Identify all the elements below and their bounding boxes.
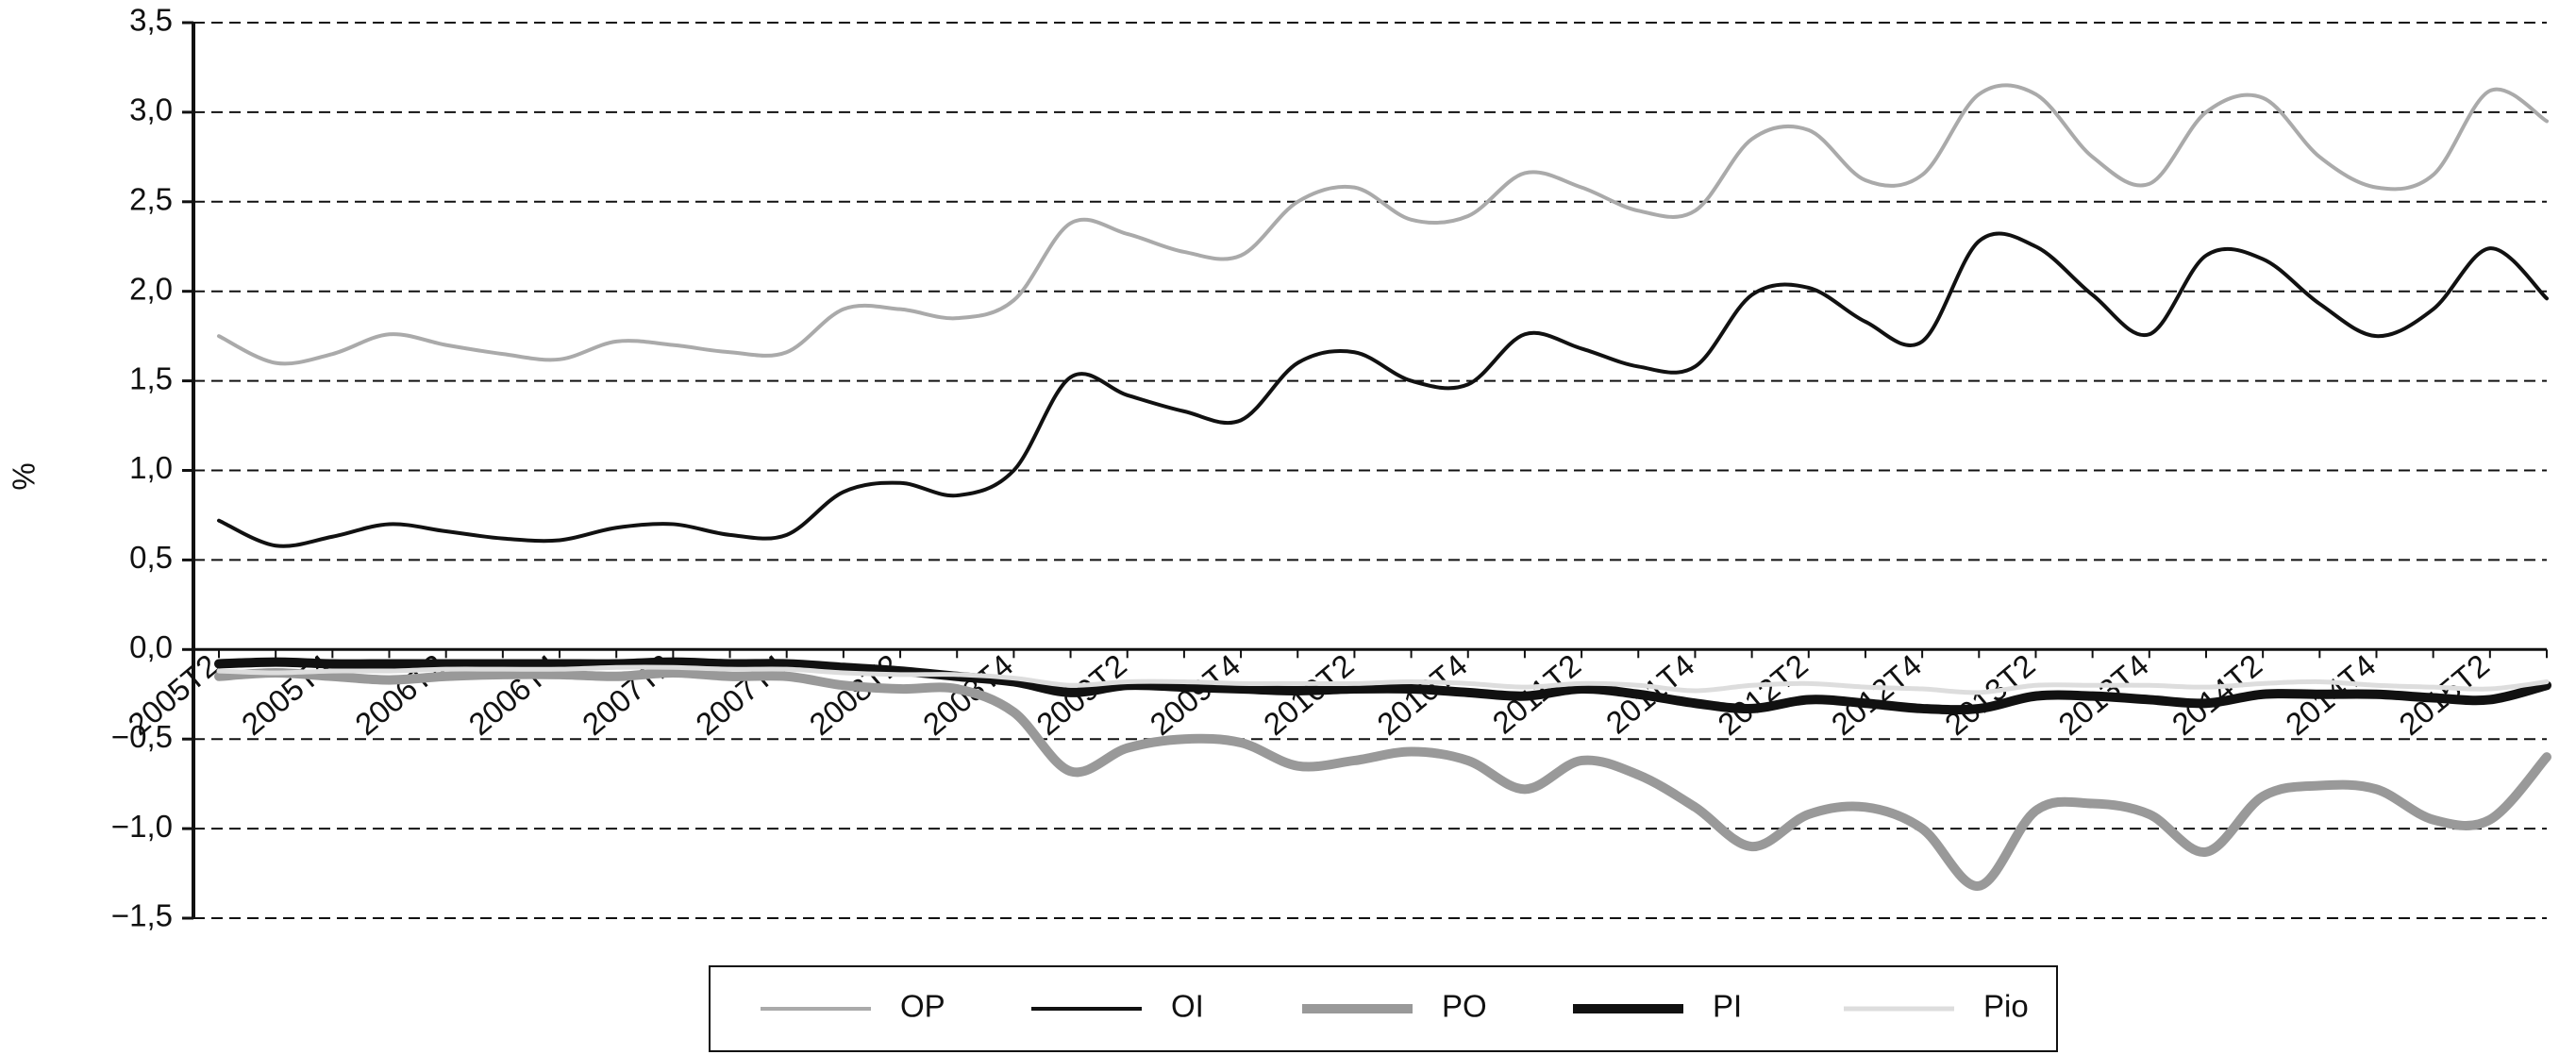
series-line (214, 657, 2551, 715)
x-tick-label: 2009T4 (1144, 647, 1247, 742)
y-tick-label: 3,5 (129, 3, 173, 38)
legend-label: PO (1442, 989, 1487, 1024)
y-tick-label: −0,5 (111, 719, 173, 754)
legend-label: OI (1171, 989, 1204, 1024)
y-tick-label: 2,5 (129, 182, 173, 217)
y-tick-label: 0,0 (129, 629, 173, 664)
y-tick-label: 2,0 (129, 271, 173, 306)
x-tick-label: 2012T2 (1711, 647, 1815, 742)
series-line (216, 664, 2550, 695)
series-line (217, 83, 2549, 366)
y-tick-label: 1,5 (129, 360, 173, 395)
y-tick-label: −1,5 (111, 898, 173, 933)
y-tick-label: 0,5 (129, 540, 173, 575)
legend-label: Pio (1983, 989, 2029, 1024)
x-tick-label: 2012T4 (1825, 647, 1929, 742)
y-tick-label: 1,0 (129, 450, 173, 485)
series-line (217, 231, 2549, 548)
y-tick-label: −1,0 (111, 809, 173, 844)
legend-label: OP (900, 989, 945, 1024)
y-tick-label: 3,0 (129, 92, 173, 127)
legend-label: PI (1713, 989, 1742, 1024)
series-line (214, 667, 2551, 891)
y-axis-label: % (7, 462, 42, 490)
